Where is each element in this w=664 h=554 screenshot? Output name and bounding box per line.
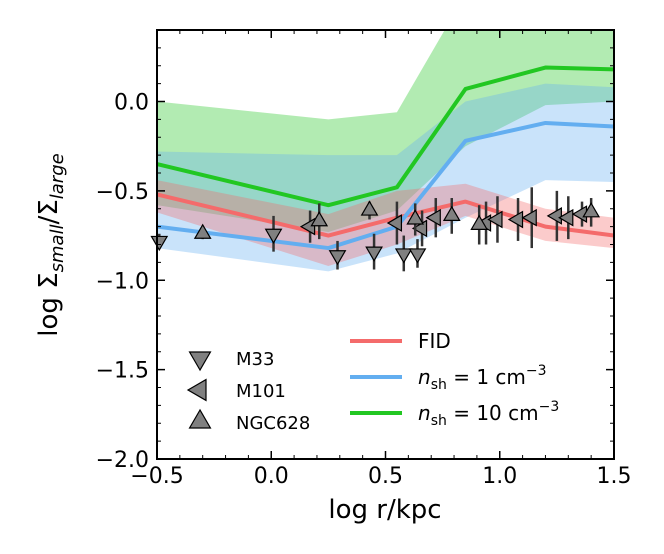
marker-m33 (150, 235, 169, 252)
marker-m101 (386, 214, 403, 232)
x-tick-label: −0.5 (130, 464, 183, 489)
marker-m33 (264, 228, 283, 244)
marker-m33 (408, 248, 427, 264)
marker-m33 (328, 250, 347, 266)
marker-ngc628 (310, 211, 329, 227)
y-tick-label: −0.5 (96, 180, 149, 205)
y-tick-label: −1.5 (96, 359, 149, 384)
line-nsh1 (157, 120, 614, 251)
line-nsh10 (157, 65, 614, 208)
marker-m101 (521, 208, 537, 227)
marker-ngc628 (442, 205, 461, 221)
marker-m101 (425, 208, 441, 227)
axis-ticks: −0.5 0.0 0.5 1.0 1.5 −2.0 −1.5 −1.0 −0.5 0.0 (96, 30, 632, 489)
svg-text:log Σsmall/Σlarge: log Σsmall/Σlarge (34, 153, 68, 336)
marker-m101 (487, 210, 503, 229)
marker-m101 (558, 208, 574, 227)
legend-line-label-0: FID (418, 329, 451, 353)
x-axis-title: log r/kpc (328, 495, 441, 525)
band-nsh1 (157, 83, 614, 272)
marker-ngc628 (470, 214, 489, 230)
marker-m101 (299, 217, 316, 236)
legend-line-label-2: nsh = 10 cm−3 (418, 399, 559, 429)
legend-label-m33: M33 (236, 349, 274, 370)
marker-ngc628 (406, 209, 425, 225)
marker-m33 (394, 248, 413, 264)
y-axis-title: log Σsmall/Σlarge (34, 153, 68, 336)
x-tick-label: 1.5 (597, 464, 632, 489)
marker-ngc628 (193, 223, 212, 239)
marker-m101 (507, 210, 524, 229)
y-tick-label: −1.0 (96, 269, 149, 294)
y-tick-label: 0.0 (114, 91, 149, 116)
y-tick-label: −2.0 (96, 448, 149, 473)
legend-label-m101: M101 (236, 381, 286, 402)
x-tick-label: 1.0 (482, 464, 517, 489)
legend-marker-ngc628 (188, 408, 212, 429)
legend-line-label-1: nsh = 1 cm−3 (418, 363, 547, 393)
x-tick-label: 0.0 (254, 464, 289, 489)
legend-observations: M33 M101 NGC628 (186, 349, 310, 434)
legend-marker-m101 (186, 378, 207, 402)
x-tick-label: 0.5 (368, 464, 403, 489)
legend-marker-m33 (188, 351, 212, 372)
marker-ngc628 (360, 200, 379, 216)
legend-label-ngc628: NGC628 (236, 413, 310, 434)
observation-points (150, 187, 601, 272)
band-fid (157, 180, 614, 266)
marker-ngc628 (582, 202, 601, 218)
legend-models: FID nsh = 1 cm−3 nsh = 10 cm−3 (350, 329, 559, 429)
marker-m33 (365, 246, 383, 262)
